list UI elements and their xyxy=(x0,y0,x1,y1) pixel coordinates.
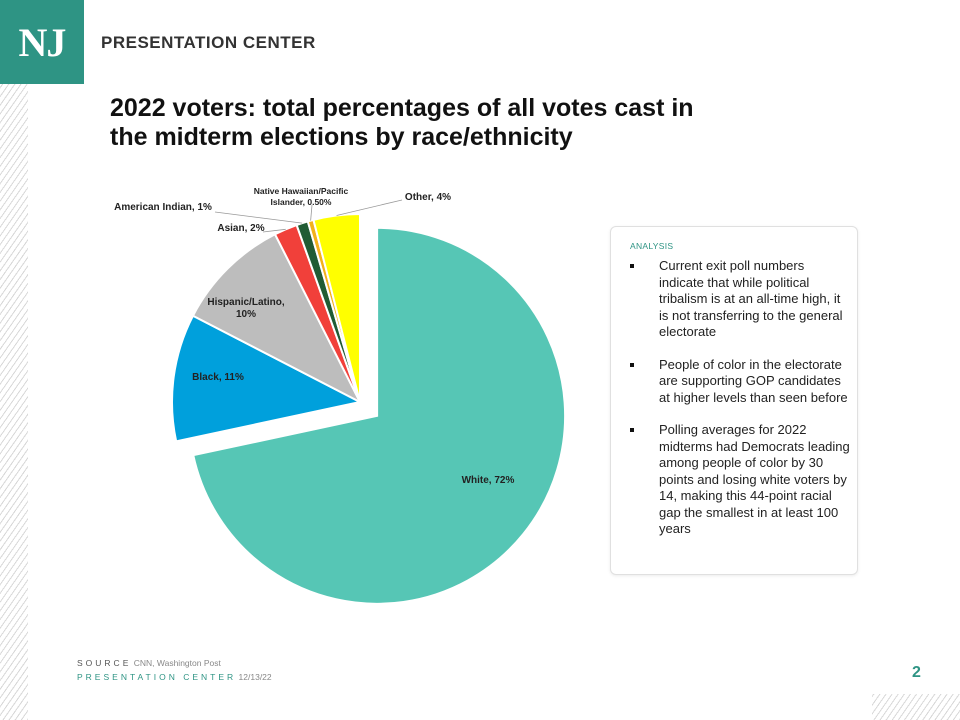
slice-label: Black, 11% xyxy=(192,372,244,383)
analysis-bullet: Current exit poll numbers indicate that … xyxy=(627,258,851,341)
nj-logo[interactable]: NJ xyxy=(0,0,84,84)
analysis-heading: ANALYSIS xyxy=(630,241,674,251)
source-key: SOURCE xyxy=(77,658,132,668)
bullet-text: Current exit poll numbers indicate that … xyxy=(659,258,843,339)
logo-text: NJ xyxy=(18,19,67,65)
pie-slice-black xyxy=(171,314,363,443)
pie-slice-other xyxy=(312,212,361,403)
analysis-bullets: Current exit poll numbers indicate that … xyxy=(627,258,851,554)
slice-label: Native Hawaiian/Pacific xyxy=(254,186,349,196)
brand-name: PRESENTATION CENTER xyxy=(101,33,316,52)
pie-slice-white xyxy=(192,226,567,605)
pie-slice-hispanic-latino xyxy=(191,232,363,405)
bullet-square-icon xyxy=(630,362,634,367)
slice-label: Asian, 2% xyxy=(217,223,264,234)
page-number: 2 xyxy=(912,664,921,681)
slice-label: Hispanic/Latino, xyxy=(207,297,284,308)
decorative-hatch-left xyxy=(0,84,28,720)
page-title: 2022 voters: total percentages of all vo… xyxy=(110,94,870,152)
title-line-2: the midterm elections by race/ethnicity xyxy=(110,123,573,151)
slice-label-line2: Islander, 0.50% xyxy=(271,197,332,207)
analysis-bullet: People of color in the electorate are su… xyxy=(627,357,851,407)
slice-label: Other, 4% xyxy=(405,192,451,203)
slice-label: American Indian, 1% xyxy=(114,202,212,213)
bullet-square-icon xyxy=(630,264,634,268)
leader-line xyxy=(310,204,313,221)
analysis-panel: ANALYSIS Current exit poll numbers indic… xyxy=(610,226,858,575)
bullet-square-icon xyxy=(630,428,634,432)
leader-line xyxy=(214,211,303,224)
leader-line xyxy=(262,228,286,233)
source-line: SOURCE CNN, Washington Post xyxy=(77,658,221,668)
slice-label-line2: 10% xyxy=(236,309,256,320)
footer-date: 12/13/22 xyxy=(238,672,272,682)
decorative-hatch-bottom xyxy=(872,694,960,720)
source-value: CNN, Washington Post xyxy=(133,658,221,668)
bullet-text: Polling averages for 2022 midterms had D… xyxy=(659,422,850,536)
title-line-1: 2022 voters: total percentages of all vo… xyxy=(110,94,694,122)
bullet-text: People of color in the electorate are su… xyxy=(659,356,848,405)
center-line: PRESENTATION CENTER 12/13/22 xyxy=(77,672,272,682)
analysis-bullet: Polling averages for 2022 midterms had D… xyxy=(627,422,851,538)
leader-line xyxy=(336,199,403,216)
center-key: PRESENTATION CENTER xyxy=(77,672,237,682)
slice-label: White, 72% xyxy=(462,475,515,486)
